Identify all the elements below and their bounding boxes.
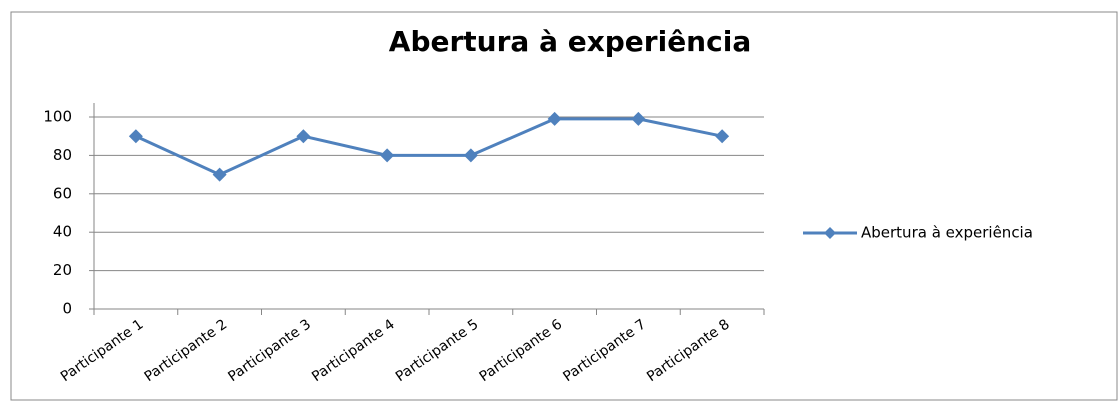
y-tick-label: 20 [53, 261, 72, 279]
y-tick-label: 80 [53, 146, 72, 164]
y-tick-label: 60 [53, 184, 72, 202]
data-point [547, 111, 562, 126]
data-point [212, 167, 227, 182]
y-tick-label: 40 [53, 223, 72, 241]
legend-label: Abertura à experiência [861, 224, 1033, 242]
data-point [631, 111, 646, 126]
data-point [715, 129, 730, 144]
chart-frame [10, 11, 1118, 401]
y-tick-label: 100 [43, 108, 72, 126]
series-line [135, 117, 723, 177]
y-tick-label: 0 [62, 300, 72, 318]
data-point [463, 148, 478, 163]
data-point [296, 129, 311, 144]
legend-marker [824, 227, 836, 239]
data-point [380, 148, 395, 163]
chart-title: Abertura à experiência [389, 25, 751, 58]
data-point [128, 129, 143, 144]
